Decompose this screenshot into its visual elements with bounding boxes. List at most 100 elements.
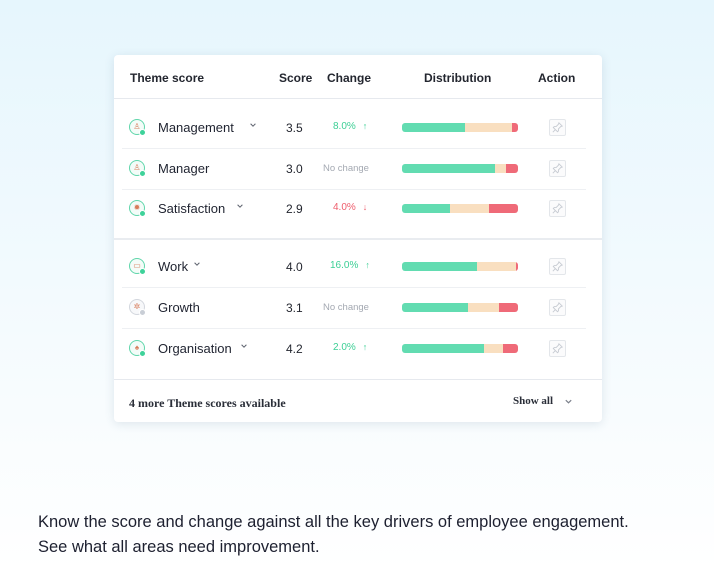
chevron-down-icon[interactable]: [193, 260, 201, 268]
group-divider: [114, 238, 602, 240]
change-value: No change: [323, 302, 369, 313]
positive-segment: [402, 204, 450, 213]
theme-name[interactable]: Satisfaction: [158, 201, 226, 216]
more-themes-text: 4 more Theme scores available: [129, 396, 286, 410]
chevron-down-icon[interactable]: [240, 342, 248, 350]
theme-name: Growth: [158, 300, 200, 315]
header-distribution: Distribution: [424, 71, 492, 85]
distribution-bar: [402, 303, 518, 312]
change-text: 4.0%: [333, 202, 356, 213]
arrow-up-icon: ↑: [365, 260, 370, 270]
positive-segment: [402, 262, 478, 271]
person-icon: ♙: [129, 160, 146, 177]
table-row[interactable]: ✲ Growth 3.1 No change: [122, 288, 586, 329]
distribution-bar: [402, 204, 518, 213]
change-text: 8.0%: [333, 121, 356, 132]
chevron-down-icon[interactable]: [236, 202, 244, 210]
gear-icon: ✲: [129, 299, 146, 316]
header-change: Change: [327, 71, 372, 85]
change-text: 16.0%: [330, 260, 359, 271]
score-value: 2.9: [286, 202, 303, 216]
change-value: 4.0% ↓: [333, 202, 367, 213]
show-all-button[interactable]: Show all: [513, 395, 554, 407]
positive-segment: [402, 123, 465, 132]
chevron-down-icon[interactable]: [249, 121, 257, 129]
neutral-segment: [449, 204, 489, 213]
theme-name[interactable]: Work: [158, 259, 189, 274]
theme-name: Manager: [158, 161, 210, 176]
theme-glyph: ✲: [133, 302, 141, 311]
negative-segment: [499, 303, 518, 312]
pin-action-button[interactable]: [549, 200, 566, 217]
table-row[interactable]: ♠ Organisation 4.2 2.0% ↑: [122, 329, 586, 369]
change-value: 2.0% ↑: [333, 342, 367, 353]
pin-icon: [552, 342, 564, 354]
negative-segment: [488, 204, 518, 213]
header-action: Action: [538, 71, 576, 85]
change-value: No change: [323, 163, 369, 174]
negative-segment: [506, 164, 518, 173]
status-dot: [139, 129, 146, 136]
status-dot: [139, 309, 146, 316]
distribution-bar: [402, 164, 518, 173]
negative-segment: [512, 123, 518, 132]
pin-action-button[interactable]: [549, 258, 566, 275]
theme-glyph: ♠: [134, 343, 140, 352]
chevron-down-icon[interactable]: [564, 397, 573, 406]
arrow-up-icon: ↑: [362, 342, 368, 352]
change-text: No change: [323, 302, 369, 313]
change-value: 8.0% ↑: [333, 121, 367, 132]
neutral-segment: [477, 262, 516, 271]
distribution-bar: [402, 262, 518, 271]
positive-segment: [402, 164, 495, 173]
theme-glyph: ♙: [133, 163, 141, 172]
pin-action-button[interactable]: [549, 160, 566, 177]
table-row[interactable]: ▭ Work 4.0 16.0% ↑: [122, 247, 586, 288]
table-footer: 4 more Theme scores available Show all: [114, 379, 602, 423]
table-row[interactable]: ✹ Satisfaction 2.9 4.0% ↓: [122, 189, 586, 229]
neutral-segment: [484, 344, 503, 353]
theme-score-card: Theme score Score Change Distribution Ac…: [114, 55, 602, 422]
pin-icon: [552, 162, 564, 174]
change-text: No change: [323, 163, 369, 174]
briefcase-icon: ▭: [129, 258, 146, 275]
theme-glyph: ♙: [133, 122, 141, 131]
pin-action-button[interactable]: [549, 340, 566, 357]
positive-segment: [402, 303, 469, 312]
pin-icon: [552, 202, 564, 214]
people-icon: ♙: [129, 119, 146, 136]
theme-glyph: ▭: [133, 261, 141, 270]
neutral-segment: [494, 164, 507, 173]
theme-glyph: ✹: [133, 203, 141, 212]
positive-segment: [402, 344, 485, 353]
negative-segment: [515, 262, 518, 271]
change-text: 2.0%: [333, 342, 356, 353]
score-value: 4.2: [286, 342, 303, 356]
pin-icon: [552, 260, 564, 272]
pin-icon: [552, 301, 564, 313]
distribution-bar: [402, 344, 518, 353]
score-value: 4.0: [286, 260, 303, 274]
table-header: Theme score Score Change Distribution Ac…: [114, 55, 602, 99]
score-value: 3.0: [286, 162, 303, 176]
theme-name[interactable]: Organisation: [158, 341, 232, 356]
negative-segment: [502, 344, 518, 353]
caption-text: Know the score and change against all th…: [38, 513, 629, 556]
pin-action-button[interactable]: [549, 119, 566, 136]
header-score: Score: [279, 71, 313, 85]
building-icon: ♠: [129, 340, 146, 357]
distribution-bar: [402, 123, 518, 132]
pin-action-button[interactable]: [549, 299, 566, 316]
theme-name[interactable]: Management: [158, 120, 234, 135]
table-row[interactable]: ♙ Management 3.5 8.0% ↑: [122, 108, 586, 149]
status-dot: [139, 210, 146, 217]
neutral-segment: [468, 303, 500, 312]
status-dot: [139, 170, 146, 177]
header-theme-score: Theme score: [130, 71, 205, 85]
table-row[interactable]: ♙ Manager 3.0 No change: [122, 149, 586, 190]
status-dot: [139, 350, 146, 357]
neutral-segment: [464, 123, 513, 132]
score-value: 3.5: [286, 121, 303, 135]
pin-icon: [552, 121, 564, 133]
score-value: 3.1: [286, 301, 303, 315]
